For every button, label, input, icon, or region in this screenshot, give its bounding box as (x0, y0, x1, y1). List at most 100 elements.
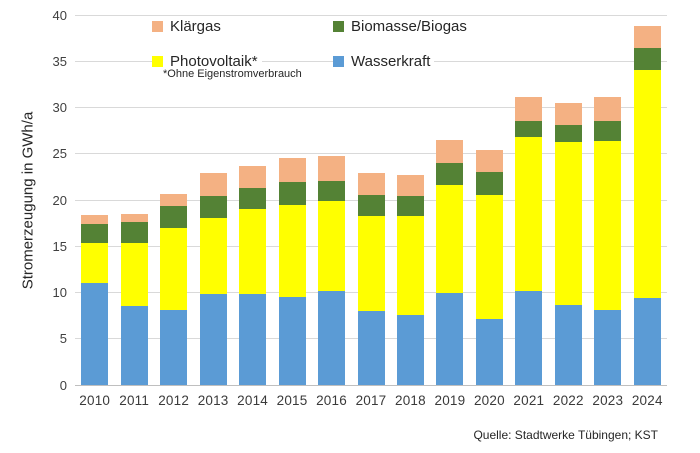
bar-segment-biomassebiogas (318, 180, 346, 201)
bar-2019 (436, 139, 464, 385)
gridline-30 (75, 107, 667, 108)
bar-segment-klrgas (120, 213, 148, 223)
legend-label: Biomasse/Biogas (351, 18, 467, 35)
legend-item-wasserkraft: Wasserkraft (333, 52, 435, 71)
x-tick-label: 2024 (631, 393, 663, 408)
bar-segment-photovoltaik (120, 242, 148, 307)
bar-2014 (239, 165, 267, 385)
bar-segment-klrgas (633, 26, 661, 49)
bar-segment-wasserkraft (475, 319, 503, 385)
bar-segment-biomassebiogas (594, 121, 622, 141)
bar-segment-wasserkraft (318, 290, 346, 385)
bar-2020 (475, 150, 503, 385)
legend-item-biomasse: Biomasse/Biogas (333, 17, 471, 36)
photovoltaik-swatch-icon (152, 56, 163, 67)
bar-segment-wasserkraft (81, 283, 109, 385)
x-tick-label: 2016 (316, 393, 347, 408)
bar-segment-photovoltaik (278, 204, 306, 298)
bar-segment-klrgas (199, 173, 227, 197)
x-tick-label: 2015 (276, 393, 308, 408)
bar-segment-klrgas (554, 102, 582, 126)
bar-2018 (396, 175, 424, 385)
bar-segment-wasserkraft (554, 304, 582, 385)
bar-segment-photovoltaik (554, 141, 582, 305)
source-caption: Quelle: Stadtwerke Tübingen; KST (473, 428, 658, 442)
klaergas-swatch-icon (152, 21, 163, 32)
bar-segment-klrgas (81, 214, 109, 225)
bar-2015 (278, 158, 306, 385)
bar-2023 (594, 97, 622, 385)
bar-segment-wasserkraft (436, 293, 464, 385)
legend-label: Wasserkraft (351, 53, 431, 70)
bar-segment-photovoltaik (594, 140, 622, 311)
bar-segment-klrgas (278, 158, 306, 182)
bar-segment-wasserkraft (515, 290, 543, 385)
x-tick-label: 2010 (79, 393, 111, 408)
bar-segment-klrgas (594, 97, 622, 122)
y-tick-label: 40 (52, 7, 67, 23)
x-tick-label: 2020 (473, 393, 505, 408)
bar-segment-biomassebiogas (554, 125, 582, 142)
wasserkraft-swatch-icon (333, 56, 344, 67)
y-tick-label: 10 (52, 285, 67, 300)
bar-segment-biomassebiogas (357, 195, 385, 216)
bar-segment-photovoltaik (239, 209, 267, 295)
gridline-0 (75, 384, 667, 386)
bar-segment-wasserkraft (160, 310, 188, 385)
legend-item-photovoltaik: Photovoltaik* (152, 52, 262, 71)
bar-segment-klrgas (160, 194, 188, 207)
bar-2021 (515, 97, 543, 385)
x-tick-label: 2011 (119, 393, 150, 408)
bar-segment-biomassebiogas (436, 163, 464, 186)
bar-segment-klrgas (475, 150, 503, 173)
bar-segment-wasserkraft (357, 311, 385, 385)
bar-segment-biomassebiogas (633, 48, 661, 70)
gridline-25 (75, 153, 667, 155)
legend-item-klaergas: Klärgas (152, 17, 225, 36)
bar-2024 (633, 26, 661, 385)
bar-segment-photovoltaik (318, 200, 346, 291)
bar-2017 (357, 173, 385, 385)
bar-segment-klrgas (436, 139, 464, 163)
bar-segment-klrgas (357, 173, 385, 196)
bar-2011 (120, 213, 148, 385)
bar-segment-wasserkraft (633, 298, 661, 385)
bar-segment-wasserkraft (278, 297, 306, 385)
bar-segment-photovoltaik (515, 137, 543, 291)
x-tick-label: 2021 (513, 393, 545, 408)
bar-segment-biomassebiogas (120, 222, 148, 243)
bar-segment-biomassebiogas (160, 206, 188, 228)
y-tick-label: 15 (52, 238, 67, 254)
x-tick-label: 2012 (158, 393, 190, 408)
legend-footnote: *Ohne Eigenstromverbrauch (163, 68, 305, 80)
bar-segment-wasserkraft (239, 294, 267, 385)
bar-segment-wasserkraft (199, 294, 227, 385)
bar-segment-photovoltaik (357, 215, 385, 311)
y-tick-label: 0 (59, 377, 67, 393)
y-tick-label: 30 (52, 100, 67, 115)
x-tick-label: 2013 (197, 393, 229, 408)
legend-label: Klärgas (170, 18, 221, 35)
bar-2012 (160, 194, 188, 385)
gridline-40 (75, 14, 667, 16)
bar-2010 (81, 214, 109, 385)
bar-segment-biomassebiogas (278, 181, 306, 205)
bar-segment-wasserkraft (396, 314, 424, 385)
biomasse-swatch-icon (333, 21, 344, 32)
plot-area (75, 14, 667, 386)
x-tick-label: 2018 (395, 393, 426, 408)
bar-segment-biomassebiogas (475, 172, 503, 196)
y-tick-label: 25 (52, 146, 67, 162)
y-tick-label: 35 (52, 53, 67, 69)
x-tick-label: 2017 (355, 393, 387, 408)
bar-segment-wasserkraft (120, 306, 148, 385)
x-tick-label: 2023 (592, 393, 624, 408)
bar-segment-biomassebiogas (515, 121, 543, 138)
bar-segment-biomassebiogas (396, 196, 424, 216)
bar-segment-biomassebiogas (239, 187, 267, 210)
legend-label: Photovoltaik* (170, 53, 258, 70)
bar-segment-photovoltaik (436, 185, 464, 294)
x-tick-label: 2014 (237, 393, 268, 408)
bar-segment-klrgas (396, 175, 424, 197)
